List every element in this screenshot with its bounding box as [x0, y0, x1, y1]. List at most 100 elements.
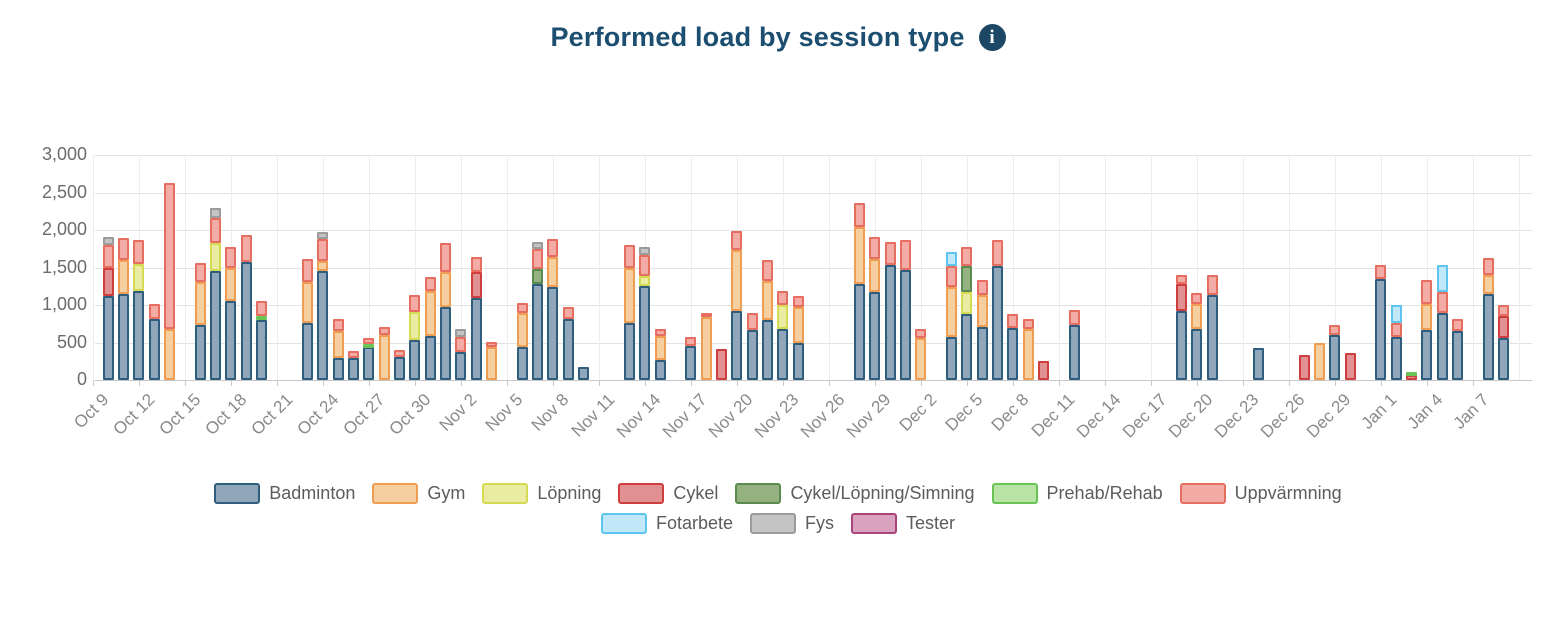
bar-segment-uppv-rmning[interactable]: [164, 182, 176, 329]
bar-segment-badminton[interactable]: [899, 269, 911, 380]
bar-segment-gym[interactable]: [731, 250, 743, 312]
bar-segment-uppv-rmning[interactable]: [348, 350, 360, 358]
bar-segment-uppv-rmning[interactable]: [869, 237, 881, 259]
bar-segment-uppv-rmning[interactable]: [1191, 293, 1203, 304]
bar-segment-uppv-rmning[interactable]: [133, 239, 145, 264]
bar-segment-cykel[interactable]: [1344, 353, 1356, 380]
bar-segment-uppv-rmning[interactable]: [363, 338, 375, 344]
bar-segment-fys[interactable]: [102, 237, 114, 246]
bar-segment-gym[interactable]: [1022, 329, 1034, 380]
bar-segment-uppv-rmning[interactable]: [899, 239, 911, 270]
bar-segment-badminton[interactable]: [1451, 330, 1463, 380]
bar-segment-badminton[interactable]: [256, 320, 268, 380]
bar-segment-l-pning[interactable]: [210, 243, 222, 272]
bar-segment-gym[interactable]: [317, 261, 329, 271]
bar-segment-badminton[interactable]: [1175, 311, 1187, 380]
bar-segment-gym[interactable]: [424, 290, 436, 336]
bar-segment-gym[interactable]: [654, 335, 666, 361]
bar-segment-badminton[interactable]: [1497, 338, 1509, 380]
bar-segment-gym[interactable]: [378, 335, 390, 380]
bar-segment-badminton[interactable]: [746, 329, 758, 380]
bar-segment-uppv-rmning[interactable]: [1421, 280, 1433, 304]
bar-segment-uppv-rmning[interactable]: [424, 276, 436, 291]
bar-segment-uppv-rmning[interactable]: [1329, 325, 1341, 336]
bar-segment-badminton[interactable]: [1421, 330, 1433, 380]
bar-segment-uppv-rmning[interactable]: [1375, 264, 1387, 279]
bar-segment-badminton[interactable]: [945, 336, 957, 380]
bar-segment-uppv-rmning[interactable]: [915, 329, 927, 338]
bar-segment-uppv-rmning[interactable]: [731, 230, 743, 251]
bar-segment-uppv-rmning[interactable]: [516, 303, 528, 314]
bar-segment-badminton[interactable]: [440, 307, 452, 380]
bar-segment-uppv-rmning[interactable]: [194, 262, 206, 283]
bar-segment-uppv-rmning[interactable]: [700, 313, 712, 318]
bar-segment-uppv-rmning[interactable]: [945, 266, 957, 287]
bar-segment-gym[interactable]: [700, 317, 712, 380]
bar-segment-uppv-rmning[interactable]: [1022, 319, 1034, 329]
bar-segment-badminton[interactable]: [685, 345, 697, 380]
bar-segment-uppv-rmning[interactable]: [148, 303, 160, 319]
bar-segment-badminton[interactable]: [1390, 336, 1402, 380]
bar-segment-uppv-rmning[interactable]: [394, 350, 406, 357]
bar-segment-badminton[interactable]: [991, 266, 1003, 380]
legend-item-gym[interactable]: Gym: [372, 483, 465, 504]
bar-segment-cykel-l-pning-simning[interactable]: [961, 265, 973, 293]
bar-segment-gym[interactable]: [854, 227, 865, 285]
bar-segment-badminton[interactable]: [639, 286, 651, 380]
bar-segment-uppv-rmning[interactable]: [240, 234, 252, 263]
bar-segment-uppv-rmning[interactable]: [455, 337, 467, 353]
bar-segment-badminton[interactable]: [394, 356, 406, 380]
bar-segment-l-pning[interactable]: [133, 263, 145, 292]
bar-segment-badminton[interactable]: [1375, 278, 1387, 380]
bar-segment-uppv-rmning[interactable]: [409, 294, 421, 313]
bar-segment-prehab-rehab[interactable]: [363, 344, 375, 348]
bar-segment-gym[interactable]: [486, 346, 498, 380]
bar-segment-uppv-rmning[interactable]: [1175, 275, 1187, 285]
bar-segment-prehab-rehab[interactable]: [256, 315, 268, 320]
legend-item-badminton[interactable]: Badminton: [214, 483, 355, 504]
bar-segment-uppv-rmning[interactable]: [685, 337, 697, 346]
bar-segment-uppv-rmning[interactable]: [1390, 323, 1402, 337]
bar-segment-uppv-rmning[interactable]: [118, 237, 130, 261]
bar-segment-gym[interactable]: [1191, 303, 1203, 329]
bar-segment-fys[interactable]: [210, 207, 222, 218]
bar-segment-badminton[interactable]: [470, 297, 482, 380]
bar-segment-badminton[interactable]: [516, 347, 528, 380]
bar-segment-badminton[interactable]: [1068, 324, 1080, 380]
bar-segment-badminton[interactable]: [624, 323, 636, 380]
bar-segment-uppv-rmning[interactable]: [547, 238, 559, 257]
bar-segment-gym[interactable]: [1421, 303, 1433, 331]
bar-segment-badminton[interactable]: [777, 329, 789, 380]
bar-segment-l-pning[interactable]: [639, 276, 651, 287]
bar-segment-gym[interactable]: [792, 306, 804, 344]
bar-segment-gym[interactable]: [915, 338, 927, 380]
bar-segment-gym[interactable]: [624, 267, 636, 323]
bar-segment-uppv-rmning[interactable]: [624, 245, 636, 268]
bar-segment-uppv-rmning[interactable]: [1451, 319, 1463, 331]
bar-segment-cykel[interactable]: [470, 271, 482, 298]
bar-segment-uppv-rmning[interactable]: [746, 313, 758, 330]
bar-segment-uppv-rmning[interactable]: [654, 329, 666, 336]
bar-segment-badminton[interactable]: [792, 343, 804, 380]
bar-segment-badminton[interactable]: [348, 357, 360, 380]
legend-item-l-pning[interactable]: Löpning: [482, 483, 601, 504]
bar-segment-fys[interactable]: [532, 242, 544, 249]
bar-segment-gym[interactable]: [194, 282, 206, 325]
legend-item-fys[interactable]: Fys: [750, 513, 834, 534]
bar-segment-badminton[interactable]: [578, 367, 590, 380]
bar-segment-gym[interactable]: [762, 281, 774, 320]
bar-segment-uppv-rmning[interactable]: [210, 218, 222, 244]
bar-segment-badminton[interactable]: [884, 265, 896, 380]
bar-segment-cykel[interactable]: [102, 267, 114, 296]
bar-segment-badminton[interactable]: [1436, 313, 1448, 380]
bar-segment-badminton[interactable]: [332, 357, 344, 380]
bar-segment-gym[interactable]: [225, 268, 237, 302]
bar-segment-uppv-rmning[interactable]: [102, 245, 114, 268]
bar-segment-badminton[interactable]: [562, 318, 574, 380]
bar-segment-fys[interactable]: [317, 231, 329, 239]
bar-segment-gym[interactable]: [869, 258, 881, 293]
bar-segment-badminton[interactable]: [102, 295, 114, 380]
bar-segment-gym[interactable]: [1482, 275, 1494, 295]
bar-segment-cykel[interactable]: [1298, 354, 1310, 380]
bar-segment-fotarbete[interactable]: [945, 252, 957, 267]
